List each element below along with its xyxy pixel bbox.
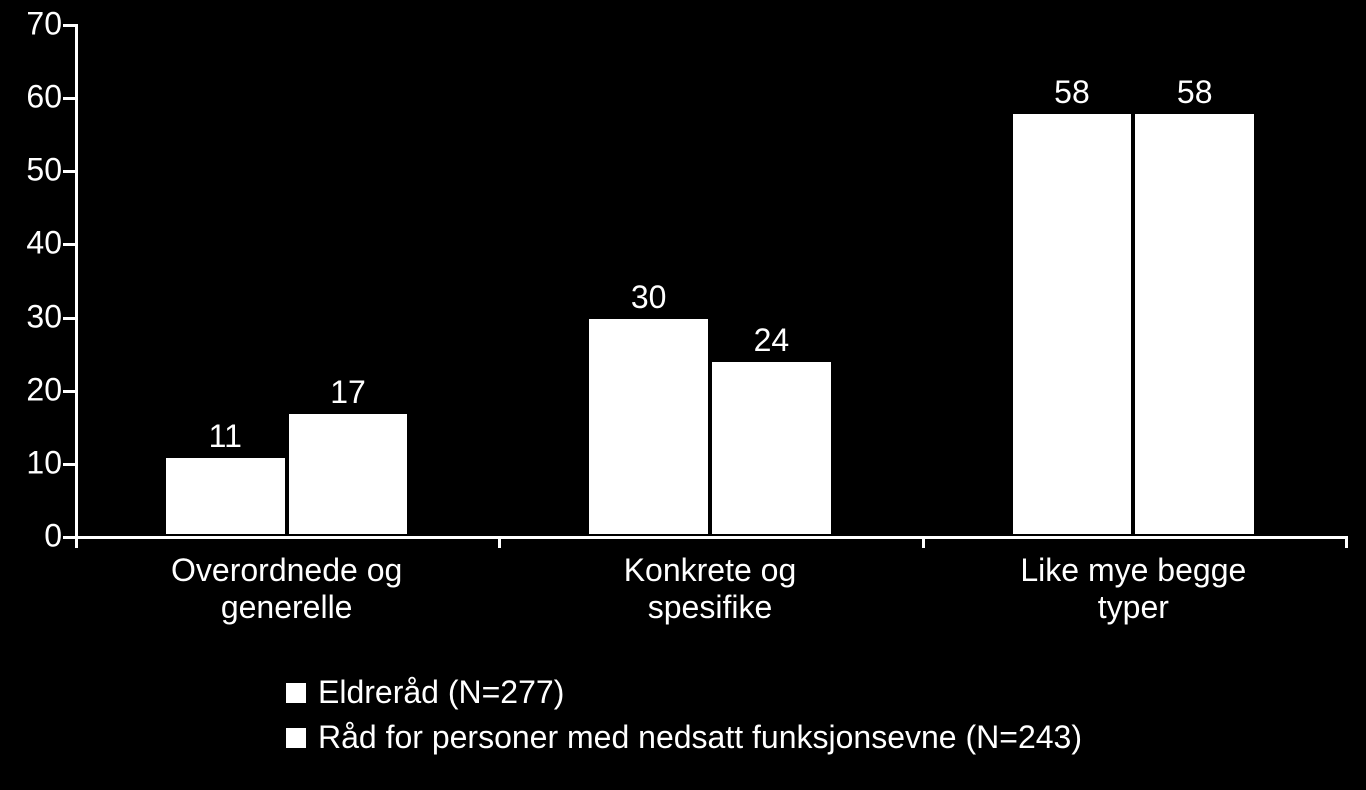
x-tick-mark bbox=[922, 536, 925, 548]
bar-value-label: 58 bbox=[1054, 74, 1090, 111]
x-tick-mark bbox=[498, 536, 501, 548]
legend: Eldreråd (N=277) Råd for personer med ned… bbox=[284, 670, 1082, 756]
bar bbox=[710, 360, 833, 536]
x-category-label: Overordnede oggenerelle bbox=[75, 552, 498, 626]
bar-value-label: 11 bbox=[209, 418, 242, 455]
legend-label: Eldreråd (N=277) bbox=[318, 674, 564, 711]
y-tick-mark bbox=[63, 170, 75, 173]
y-tick-mark bbox=[63, 536, 75, 539]
bar bbox=[1011, 112, 1134, 536]
y-tick-mark bbox=[63, 317, 75, 320]
y-tick-mark bbox=[63, 390, 75, 393]
x-category-label: Like mye beggetyper bbox=[922, 552, 1345, 626]
x-category-label: Konkrete ogspesifike bbox=[498, 552, 921, 626]
y-tick-label: 60 bbox=[26, 79, 62, 116]
x-tick-mark bbox=[75, 536, 78, 548]
bar bbox=[287, 412, 410, 536]
bar-value-label: 58 bbox=[1177, 74, 1213, 111]
bar bbox=[164, 456, 287, 536]
bar bbox=[587, 317, 710, 536]
bar-chart: 0 10 20 30 40 50 60 70 11 17 Overordnede oggenerel… bbox=[0, 0, 1366, 790]
bar-value-label: 30 bbox=[631, 279, 667, 316]
y-tick-label: 20 bbox=[26, 371, 62, 408]
bar-value-label: 17 bbox=[330, 374, 366, 411]
legend-swatch bbox=[284, 681, 308, 705]
x-tick-mark bbox=[1345, 536, 1348, 548]
y-tick-mark bbox=[63, 463, 75, 466]
x-axis-line bbox=[75, 536, 1345, 539]
y-tick-label: 40 bbox=[26, 225, 62, 262]
legend-item: Eldreråd (N=277) bbox=[284, 674, 1082, 711]
y-tick-mark bbox=[63, 24, 75, 27]
y-tick-label: 30 bbox=[26, 298, 62, 335]
y-tick-mark bbox=[63, 97, 75, 100]
y-axis-line bbox=[75, 24, 78, 536]
bar bbox=[1133, 112, 1256, 536]
y-tick-mark bbox=[63, 243, 75, 246]
y-tick-label: 70 bbox=[26, 6, 62, 43]
bar-value-label: 24 bbox=[754, 322, 790, 359]
y-tick-label: 50 bbox=[26, 152, 62, 189]
legend-swatch bbox=[284, 726, 308, 750]
legend-item: Råd for personer med nedsatt funksjonsev… bbox=[284, 719, 1082, 756]
legend-label: Råd for personer med nedsatt funksjonsev… bbox=[318, 719, 1082, 756]
y-tick-label: 10 bbox=[26, 444, 62, 481]
y-tick-label: 0 bbox=[44, 518, 62, 555]
